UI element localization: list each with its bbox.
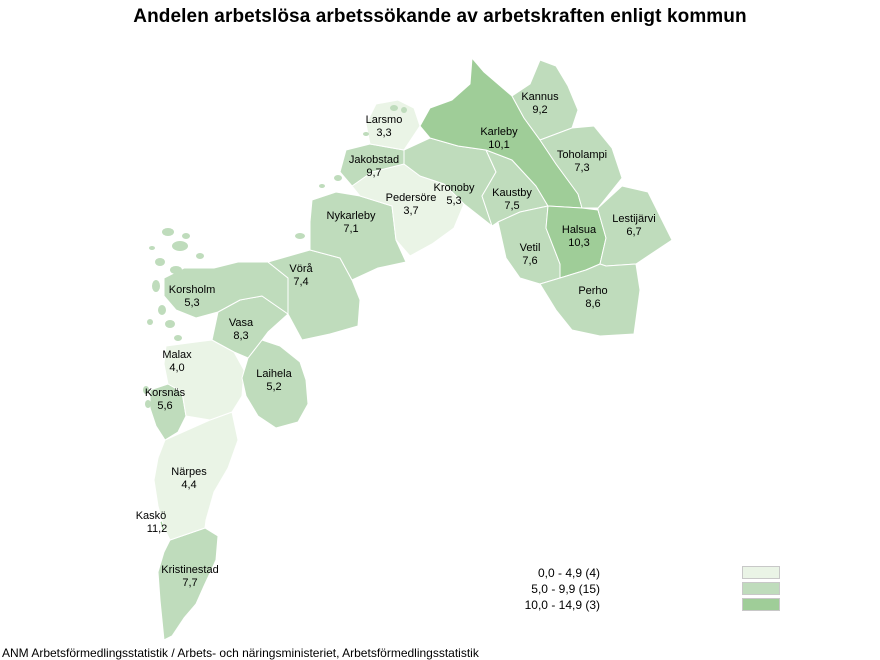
label-name-laihela: Laihela: [256, 368, 292, 380]
label-value-nykarleby: 7,1: [343, 223, 358, 235]
label-name-larsmo: Larsmo: [366, 114, 403, 126]
region-nykarleby: [309, 191, 407, 281]
label-value-vetil: 7,6: [522, 255, 537, 267]
label-name-kannus: Kannus: [521, 91, 559, 103]
label-value-korsholm: 5,3: [184, 297, 199, 309]
region-perho: [539, 263, 641, 337]
legend-swatch-class1: [742, 566, 780, 579]
label-name-kronoby: Kronoby: [434, 182, 475, 194]
label-name-korsholm: Korsholm: [169, 284, 215, 296]
label-value-lestijarvi: 6,7: [626, 226, 641, 238]
label-value-kristinestad: 7,7: [182, 577, 197, 589]
label-value-vasa: 8,3: [233, 330, 248, 342]
region-kristinestad: [157, 527, 219, 641]
label-name-kristinestad: Kristinestad: [161, 564, 218, 576]
label-name-vora: Vörå: [289, 263, 313, 275]
label-name-jakobstad: Jakobstad: [349, 154, 399, 166]
region-narpes: [153, 411, 239, 541]
label-value-kronoby: 5,3: [446, 195, 461, 207]
map-title: Andelen arbetslösa arbetssökande av arbe…: [133, 6, 747, 27]
label-value-narpes: 4,4: [181, 479, 196, 491]
region-larsmo: [365, 99, 421, 151]
legend-label-class3: 10,0 - 14,9 (3): [524, 598, 600, 612]
archipelago-islands: [143, 105, 407, 419]
label-name-pedersore: Pedersöre: [386, 192, 437, 204]
label-name-kasko: Kaskö: [136, 510, 167, 522]
label-name-perho: Perho: [578, 285, 607, 297]
label-value-vora: 7,4: [293, 276, 308, 288]
label-name-karleby: Karleby: [480, 126, 518, 138]
label-value-toholampi: 7,3: [574, 162, 589, 174]
label-name-kaustby: Kaustby: [492, 187, 532, 199]
map-labels: Kannus 9,2 Larsmo 3,3 Karleby 10,1 Tohol…: [136, 91, 656, 589]
region-korsholm: [163, 261, 289, 319]
label-name-malax: Malax: [162, 349, 192, 361]
label-value-pedersore: 3,7: [403, 205, 418, 217]
label-value-korsnas: 5,6: [157, 400, 172, 412]
legend-swatch-class3: [742, 598, 780, 611]
label-value-karleby: 10,1: [488, 139, 509, 151]
label-value-malax: 4,0: [169, 362, 184, 374]
label-value-kasko: 11,2: [147, 523, 168, 535]
label-name-narpes: Närpes: [171, 466, 207, 478]
label-value-perho: 8,6: [585, 298, 600, 310]
label-name-toholampi: Toholampi: [557, 149, 607, 161]
source-note: ANM Arbetsförmedlingsstatistik / Arbets-…: [2, 646, 479, 660]
label-name-korsnas: Korsnäs: [145, 387, 186, 399]
region-toholampi: [539, 125, 623, 209]
label-value-halsua: 10,3: [568, 237, 589, 249]
region-laihela: [241, 339, 309, 429]
label-name-vasa: Vasa: [229, 317, 254, 329]
label-value-kaustby: 7,5: [504, 200, 519, 212]
label-name-vetil: Vetil: [520, 242, 541, 254]
label-name-lestijarvi: Lestijärvi: [612, 213, 655, 225]
municipality-regions: [143, 57, 673, 641]
label-value-jakobstad: 9,7: [366, 167, 381, 179]
label-value-kannus: 9,2: [532, 104, 547, 116]
label-value-larsmo: 3,3: [376, 127, 391, 139]
legend-label-class1: 0,0 - 4,9 (4): [537, 566, 600, 580]
label-value-laihela: 5,2: [266, 381, 281, 393]
legend-swatch-class2: [742, 582, 780, 595]
legend-label-class2: 5,0 - 9,9 (15): [531, 582, 600, 596]
label-name-halsua: Halsua: [562, 224, 597, 236]
label-name-nykarleby: Nykarleby: [327, 210, 376, 222]
